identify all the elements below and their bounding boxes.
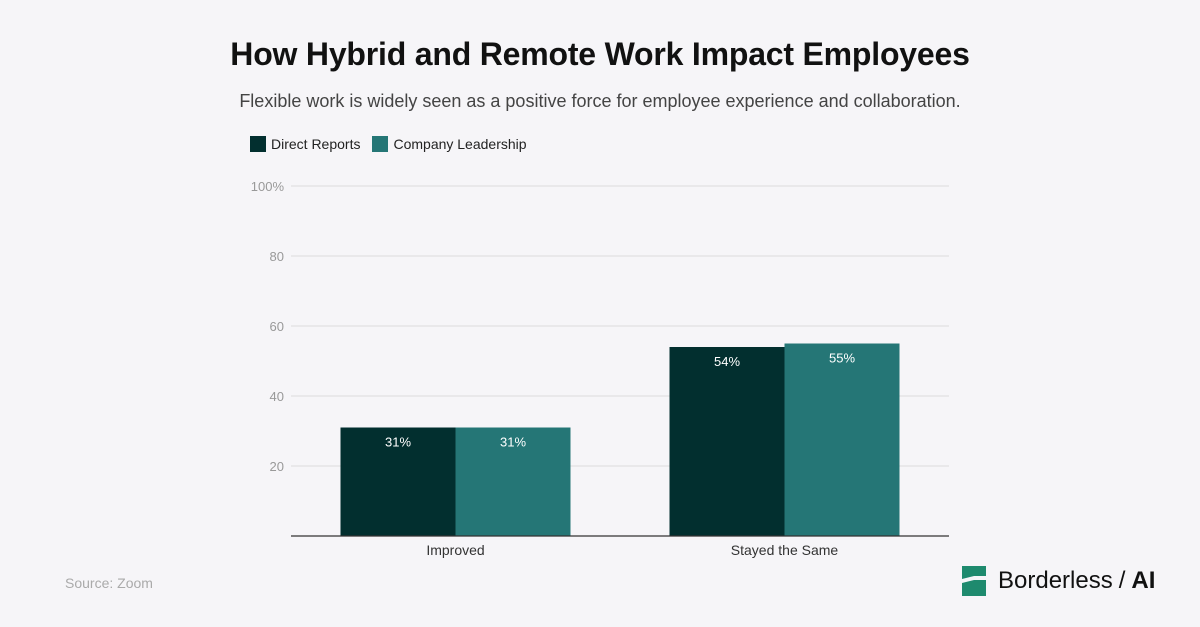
- chart-subtitle: Flexible work is widely seen as a positi…: [239, 91, 961, 111]
- x-tick-label: Improved: [426, 542, 484, 558]
- chart-legend: Direct Reports Company Leadership: [250, 136, 539, 152]
- source-note: Source: Zoom: [65, 575, 153, 591]
- legend-label-company-leadership: Company Leadership: [393, 136, 527, 152]
- legend-item-direct-reports: Direct Reports: [250, 136, 360, 152]
- y-tick-label: 100%: [251, 179, 285, 194]
- legend-label-direct-reports: Direct Reports: [271, 136, 361, 152]
- y-tick-label: 60: [270, 319, 284, 334]
- y-tick-label: 40: [270, 389, 284, 404]
- data-label: 54%: [714, 354, 740, 369]
- bar: [669, 347, 785, 536]
- brand-logo: Borderless / AI: [962, 566, 1155, 596]
- brand-name: Borderless: [998, 567, 1113, 594]
- legend-swatch-company-leadership: [372, 136, 389, 152]
- x-tick-label: Stayed the Same: [731, 542, 839, 558]
- y-tick-label: 80: [270, 249, 284, 264]
- brand-separator: /: [1118, 567, 1126, 594]
- bar: [340, 427, 456, 536]
- y-tick-label: 20: [270, 459, 284, 474]
- data-label: 31%: [385, 435, 411, 450]
- legend-item-company-leadership: Company Leadership: [372, 136, 527, 152]
- brand-suffix: AI: [1131, 567, 1156, 594]
- data-label: 55%: [829, 351, 855, 366]
- bar: [784, 343, 900, 536]
- data-label: 31%: [500, 435, 526, 450]
- legend-swatch-direct-reports: [250, 136, 266, 152]
- borderless-logo-icon: [962, 566, 986, 596]
- bar: [455, 427, 571, 536]
- chart-title: How Hybrid and Remote Work Impact Employ…: [230, 36, 970, 72]
